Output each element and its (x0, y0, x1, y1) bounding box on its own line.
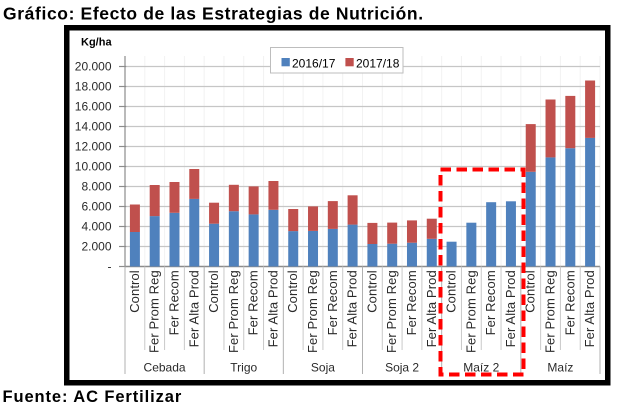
svg-text:Fer Prom Reg: Fer Prom Reg (226, 270, 241, 353)
svg-text:14.000: 14.000 (75, 120, 112, 134)
svg-text:Control: Control (444, 270, 459, 313)
svg-text:4.000: 4.000 (81, 220, 111, 234)
svg-text:Fer Recom: Fer Recom (325, 270, 340, 335)
svg-text:Fer Recom: Fer Recom (166, 270, 181, 335)
svg-text:Fer Prom Reg: Fer Prom Reg (543, 270, 558, 353)
svg-text:Fer Recom: Fer Recom (562, 270, 577, 335)
svg-text:Fer Prom Reg: Fer Prom Reg (463, 270, 478, 353)
svg-text:Cebada: Cebada (144, 360, 186, 374)
svg-text:Fer Alta Prod: Fer Alta Prod (582, 270, 597, 347)
svg-text:Fer Recom: Fer Recom (483, 270, 498, 335)
svg-text:Control: Control (364, 270, 379, 313)
svg-text:Fer Recom: Fer Recom (246, 270, 261, 335)
svg-text:12.000: 12.000 (75, 140, 112, 154)
svg-text:Control: Control (523, 270, 538, 313)
svg-text:Control: Control (206, 270, 221, 313)
svg-text:Fer Prom Reg: Fer Prom Reg (147, 270, 162, 353)
svg-text:6.000: 6.000 (81, 200, 111, 214)
svg-text:Fer Alta Prod: Fer Alta Prod (503, 270, 518, 347)
svg-text:20.000: 20.000 (75, 60, 112, 74)
svg-text:Maíz: Maíz (547, 360, 573, 374)
svg-text:Fer Alta Prod: Fer Alta Prod (424, 270, 439, 347)
svg-text:Kg/ha: Kg/ha (81, 37, 112, 49)
svg-text:Fer Prom Reg: Fer Prom Reg (305, 270, 320, 353)
svg-text:Fer Alta Prod: Fer Alta Prod (265, 270, 280, 347)
svg-text:-: - (108, 260, 112, 274)
svg-text:Control: Control (127, 270, 142, 313)
svg-text:Trigo: Trigo (230, 360, 257, 374)
svg-text:18.000: 18.000 (75, 80, 112, 94)
svg-text:Fer Prom Reg: Fer Prom Reg (384, 270, 399, 353)
svg-text:Soja: Soja (311, 360, 335, 374)
svg-text:10.000: 10.000 (75, 160, 112, 174)
svg-text:Control: Control (285, 270, 300, 313)
svg-text:2016/17: 2016/17 (292, 56, 336, 70)
svg-text:Fer Recom: Fer Recom (404, 270, 419, 335)
svg-text:Soja 2: Soja 2 (385, 360, 419, 374)
svg-text:Fer Alta Prod: Fer Alta Prod (345, 270, 360, 347)
svg-text:Maíz 2: Maíz 2 (463, 360, 499, 374)
svg-text:8.000: 8.000 (81, 180, 111, 194)
svg-text:Fuente: AC Fertilizar: Fuente: AC Fertilizar (3, 388, 183, 406)
svg-text:2017/18: 2017/18 (356, 56, 400, 70)
svg-text:Fer Alta Prod: Fer Alta Prod (186, 270, 201, 347)
svg-text:Gráfico: Efecto de las Estrate: Gráfico: Efecto de las Estrategias de Nu… (3, 4, 424, 24)
svg-text:16.000: 16.000 (75, 100, 112, 114)
svg-text:2.000: 2.000 (81, 240, 111, 254)
